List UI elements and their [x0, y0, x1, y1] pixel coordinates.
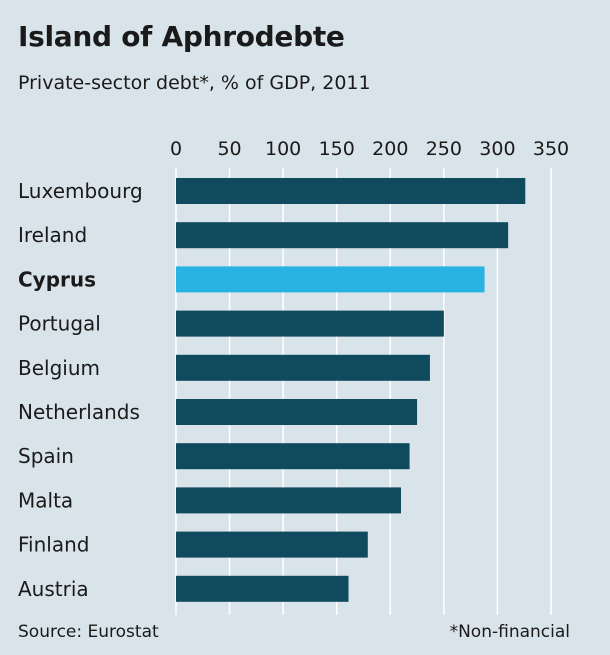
x-tick-label: 150: [319, 138, 355, 160]
x-tick-label: 100: [265, 138, 301, 160]
bar: [176, 178, 526, 204]
x-tick-label: 250: [426, 138, 462, 160]
x-tick-label: 0: [170, 138, 182, 160]
bar: [176, 575, 349, 602]
bar: [176, 443, 410, 470]
bar: [176, 399, 418, 425]
bar: [176, 354, 430, 381]
category-label: Belgium: [18, 356, 100, 380]
bar: [176, 531, 368, 558]
bar: [176, 310, 444, 337]
bar-highlighted: [176, 266, 485, 293]
category-label: Cyprus: [18, 267, 96, 291]
category-label: Portugal: [18, 312, 101, 336]
chart-title: Island of Aphrodebte: [18, 20, 345, 53]
category-label: Luxembourg: [18, 179, 143, 203]
x-tick-label: 300: [479, 138, 515, 160]
x-tick-label: 50: [217, 138, 241, 160]
chart-subtitle: Private-sector debt*, % of GDP, 2011: [18, 72, 371, 94]
category-label: Ireland: [18, 223, 87, 247]
bar: [176, 487, 401, 514]
category-label: Finland: [18, 533, 89, 557]
category-label: Malta: [18, 488, 73, 512]
category-label: Netherlands: [18, 400, 140, 424]
source-note: Source: Eurostat: [18, 622, 159, 642]
footnote: *Non-financial: [449, 622, 570, 642]
x-tick-label: 200: [372, 138, 408, 160]
bar: [176, 222, 509, 249]
category-label: Austria: [18, 577, 89, 601]
category-label: Spain: [18, 444, 74, 468]
x-tick-label: 350: [533, 138, 569, 160]
